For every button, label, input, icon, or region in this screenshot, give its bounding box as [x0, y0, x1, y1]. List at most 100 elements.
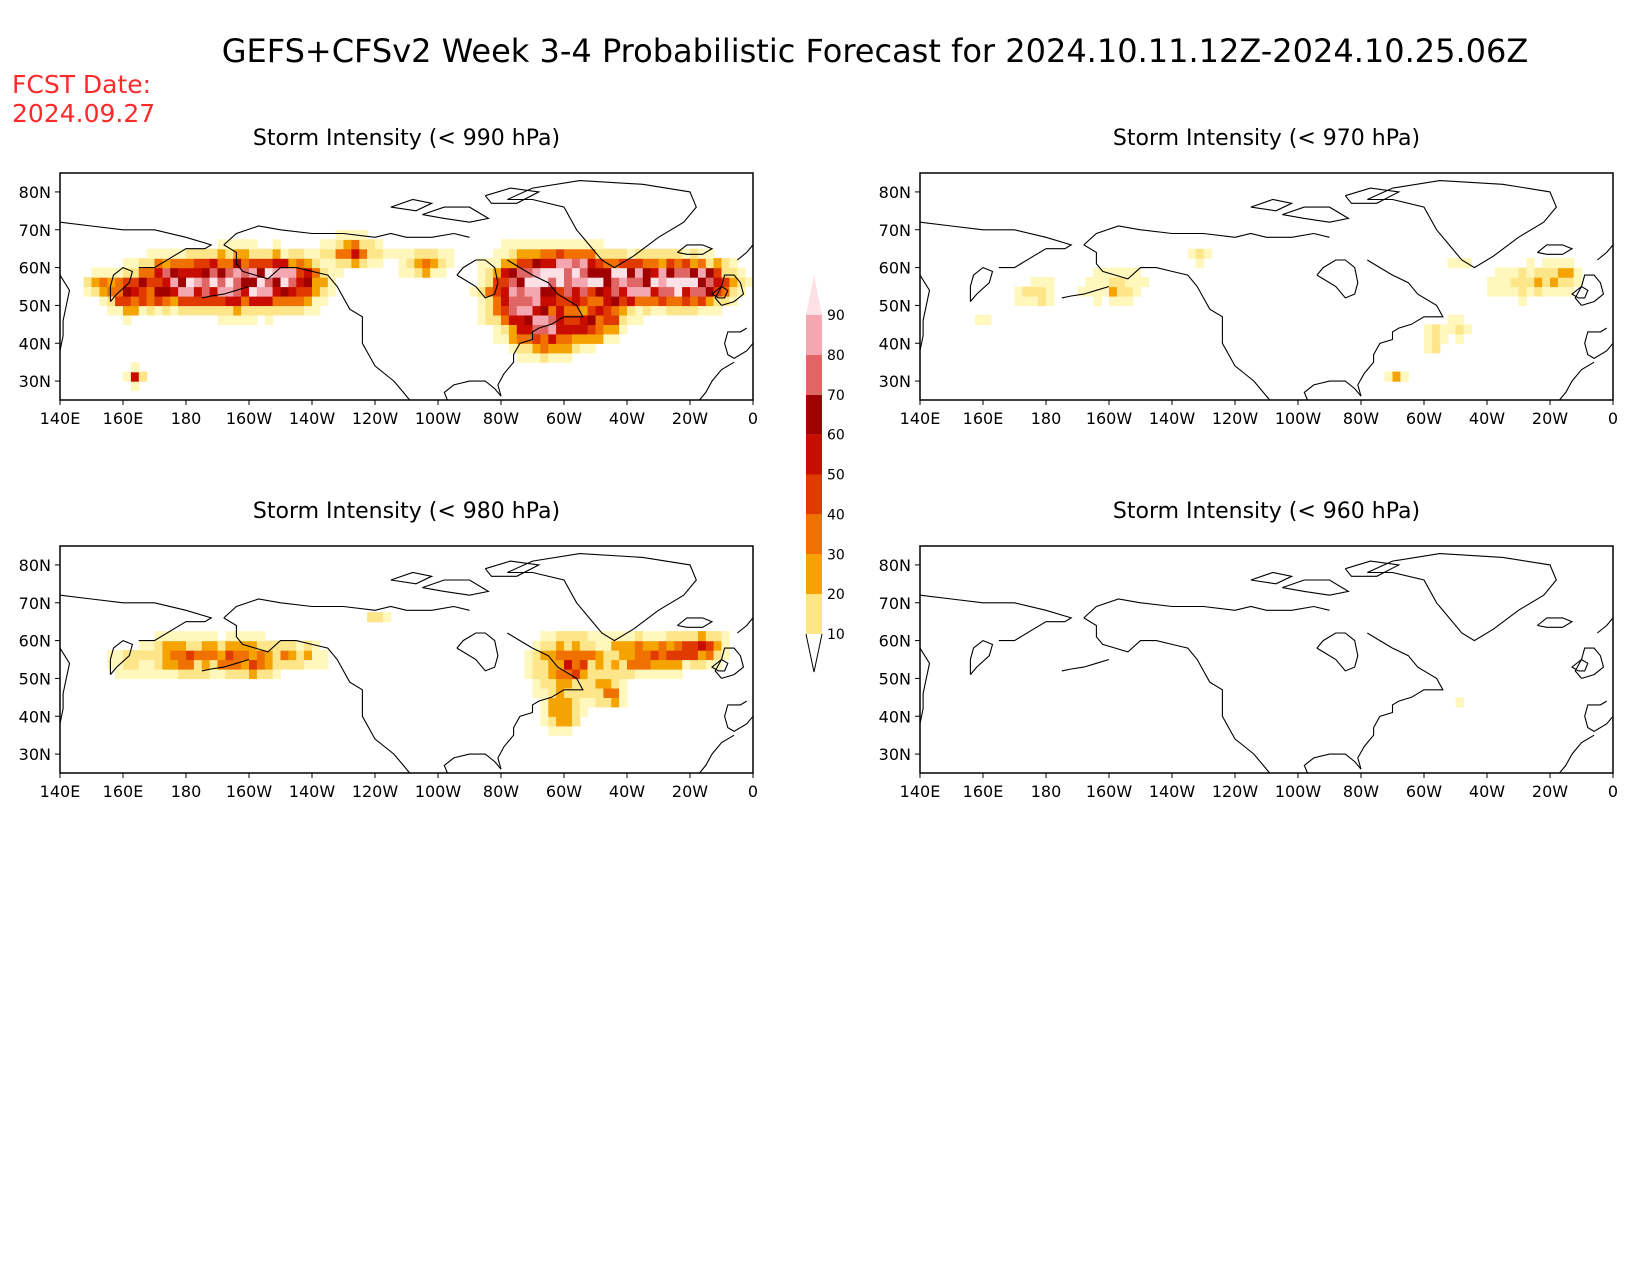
probability-cell	[469, 286, 478, 297]
probability-cell	[556, 343, 565, 354]
probability-cell	[178, 669, 187, 680]
probability-cell	[579, 314, 589, 325]
probability-cell	[264, 267, 274, 278]
probability-cell	[666, 286, 675, 297]
probability-cell	[493, 333, 502, 344]
probability-cell	[217, 267, 226, 278]
probability-cell	[548, 669, 557, 680]
coastline	[1584, 700, 1613, 733]
probability-cell	[697, 659, 707, 670]
probability-cell	[146, 659, 156, 670]
probability-cell	[233, 239, 242, 250]
probability-cell	[288, 267, 297, 278]
probability-cell	[571, 267, 581, 278]
probability-cell	[603, 687, 612, 698]
probability-cell	[642, 640, 652, 651]
probability-cell	[556, 631, 565, 642]
probability-cell	[406, 258, 415, 269]
probability-cell	[634, 631, 644, 642]
probability-cell	[170, 650, 179, 661]
probability-cell	[564, 687, 573, 698]
probability-cell	[564, 248, 573, 259]
probability-cell	[595, 267, 604, 278]
probability-cell	[540, 697, 549, 708]
probability-cell	[713, 286, 723, 297]
probability-cell	[737, 267, 746, 278]
x-tick-label: 40W	[1469, 409, 1505, 428]
probability-cell	[233, 314, 242, 325]
probability-cell	[477, 305, 486, 316]
y-tick-label: 50N	[879, 669, 911, 688]
x-tick-label: 120W	[1212, 409, 1259, 428]
coastline	[109, 266, 134, 302]
probability-cell	[288, 277, 297, 288]
probability-cell	[1038, 277, 1047, 288]
probability-cell	[587, 258, 597, 269]
probability-cell	[564, 277, 573, 288]
probability-cell	[304, 267, 313, 278]
probability-cell	[674, 631, 683, 642]
panel-title: Storm Intensity (< 960 hPa)	[1113, 499, 1420, 524]
probability-cell	[170, 640, 179, 651]
probability-cell	[1573, 277, 1583, 288]
probability-cell	[438, 248, 447, 259]
probability-cell	[217, 650, 226, 661]
probability-cell	[178, 305, 187, 316]
probability-cell	[705, 267, 715, 278]
probability-cell	[501, 239, 510, 250]
probability-cell	[130, 296, 140, 307]
probability-cell	[532, 248, 541, 259]
probability-cell	[186, 659, 195, 670]
probability-cell	[540, 258, 549, 269]
probability-cell	[634, 314, 644, 325]
probability-cell	[619, 631, 628, 642]
probability-cell	[524, 650, 534, 661]
probability-cell	[280, 277, 289, 288]
probability-cell	[241, 277, 250, 288]
probability-cell	[280, 640, 289, 651]
probability-cell	[1542, 277, 1551, 288]
probability-cell	[1140, 277, 1149, 288]
probability-cell	[493, 314, 502, 325]
x-tick-label: 140W	[1149, 782, 1196, 801]
probability-cell	[162, 669, 171, 680]
probability-cell	[737, 286, 746, 297]
probability-cell	[548, 267, 557, 278]
probability-cell	[170, 669, 179, 680]
probability-cell	[123, 669, 132, 680]
probability-cell	[564, 258, 573, 269]
probability-cell	[666, 640, 675, 651]
colorbar-top-triangle	[806, 275, 822, 315]
probability-cell	[256, 631, 266, 642]
probability-cell	[556, 706, 565, 717]
probability-cell	[642, 248, 652, 259]
probability-cell	[154, 669, 163, 680]
x-tick-label: 40W	[1469, 782, 1505, 801]
probability-cell	[564, 706, 573, 717]
probability-cell	[1526, 267, 1535, 278]
coastline	[1282, 579, 1350, 596]
probability-cell	[225, 305, 234, 316]
y-tick-label: 60N	[879, 632, 911, 651]
probability-cell	[564, 333, 573, 344]
probability-cell	[225, 640, 234, 651]
probability-cell	[1424, 343, 1433, 354]
probability-cell	[721, 267, 730, 278]
probability-cell	[225, 267, 234, 278]
probability-cell	[280, 267, 289, 278]
coastline	[456, 259, 499, 299]
probability-cell	[524, 314, 534, 325]
probability-cell	[493, 286, 502, 297]
probability-cell	[501, 314, 510, 325]
y-tick-label: 50N	[19, 669, 51, 688]
probability-cell	[571, 678, 581, 689]
y-tick-label: 70N	[879, 594, 911, 613]
probability-cell	[603, 640, 612, 651]
probability-cell	[690, 640, 699, 651]
coastline	[507, 553, 697, 642]
probability-cell	[579, 659, 589, 670]
probability-cell	[705, 640, 715, 651]
probability-cell	[327, 267, 337, 278]
coastline	[1083, 598, 1236, 619]
map-frame	[919, 172, 1614, 401]
